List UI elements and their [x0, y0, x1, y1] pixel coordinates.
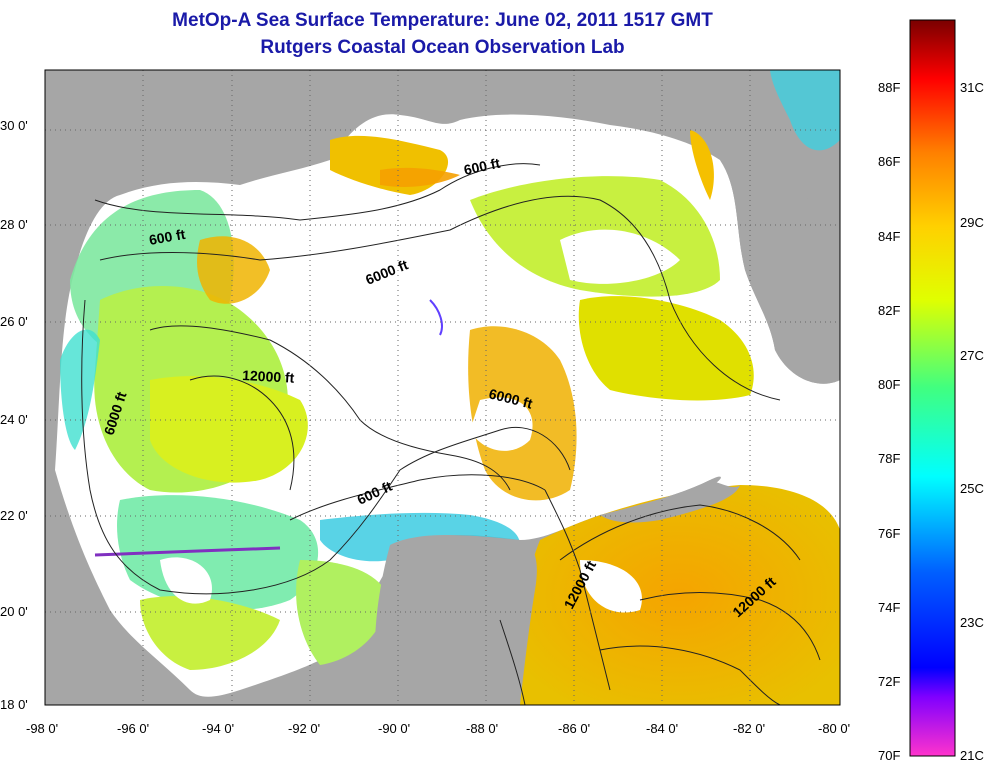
colorbar-labels: 88F 86F 84F 82F 80F 78F 76F 74F 72F 70F …	[878, 80, 984, 763]
x-tick-label: -84 0'	[646, 721, 678, 736]
x-tick-label: -96 0'	[117, 721, 149, 736]
y-tick-label: 20 0'	[0, 604, 28, 619]
colorbar-f-label: 86F	[878, 154, 900, 169]
x-tick-label: -80 0'	[818, 721, 850, 736]
map-title: MetOp-A Sea Surface Temperature: June 02…	[172, 10, 713, 31]
map-subtitle: Rutgers Coastal Ocean Observation Lab	[260, 37, 625, 58]
colorbar-f-label: 74F	[878, 600, 900, 615]
y-tick-label: 18 0'	[0, 697, 28, 712]
y-tick-label: 30 0'	[0, 118, 28, 133]
colorbar-f-label: 80F	[878, 377, 900, 392]
y-tick-label: 22 0'	[0, 508, 28, 523]
x-tick-label: -82 0'	[733, 721, 765, 736]
map-frame	[44, 69, 841, 706]
y-tick-label: 24 0'	[0, 412, 28, 427]
x-tick-label: -90 0'	[378, 721, 410, 736]
colorbar-f-label: 88F	[878, 80, 900, 95]
contour-label: 600 ft	[148, 226, 187, 248]
x-tick-label: -94 0'	[202, 721, 234, 736]
contour-label: 600 ft	[462, 155, 501, 178]
y-tick-label: 28 0'	[0, 217, 28, 232]
colorbar-c-label: 23C	[960, 615, 984, 630]
y-tick-label: 26 0'	[0, 314, 28, 329]
colorbar-c-label: 21C	[960, 748, 984, 763]
colorbar-f-label: 84F	[878, 229, 900, 244]
axis-labels: -98 0' -96 0' -94 0' -92 0' -90 0' -88 0…	[0, 118, 850, 736]
colorbar-c-label: 31C	[960, 80, 984, 95]
colorbar-f-label: 70F	[878, 748, 900, 763]
map-grid	[45, 70, 840, 705]
colorbar-f-label: 72F	[878, 674, 900, 689]
colorbar-f-label: 76F	[878, 526, 900, 541]
colorbar-f-label: 78F	[878, 451, 900, 466]
colorbar-c-label: 27C	[960, 348, 984, 363]
x-tick-label: -86 0'	[558, 721, 590, 736]
x-tick-label: -92 0'	[288, 721, 320, 736]
bathymetry-contours	[81, 163, 821, 705]
contour-label: 12000 ft	[242, 367, 295, 386]
x-tick-label: -88 0'	[466, 721, 498, 736]
colorbar	[909, 19, 956, 757]
colorbar-f-label: 82F	[878, 303, 900, 318]
x-tick-label: -98 0'	[26, 721, 58, 736]
colorbar-c-label: 25C	[960, 481, 984, 496]
colorbar-c-label: 29C	[960, 215, 984, 230]
